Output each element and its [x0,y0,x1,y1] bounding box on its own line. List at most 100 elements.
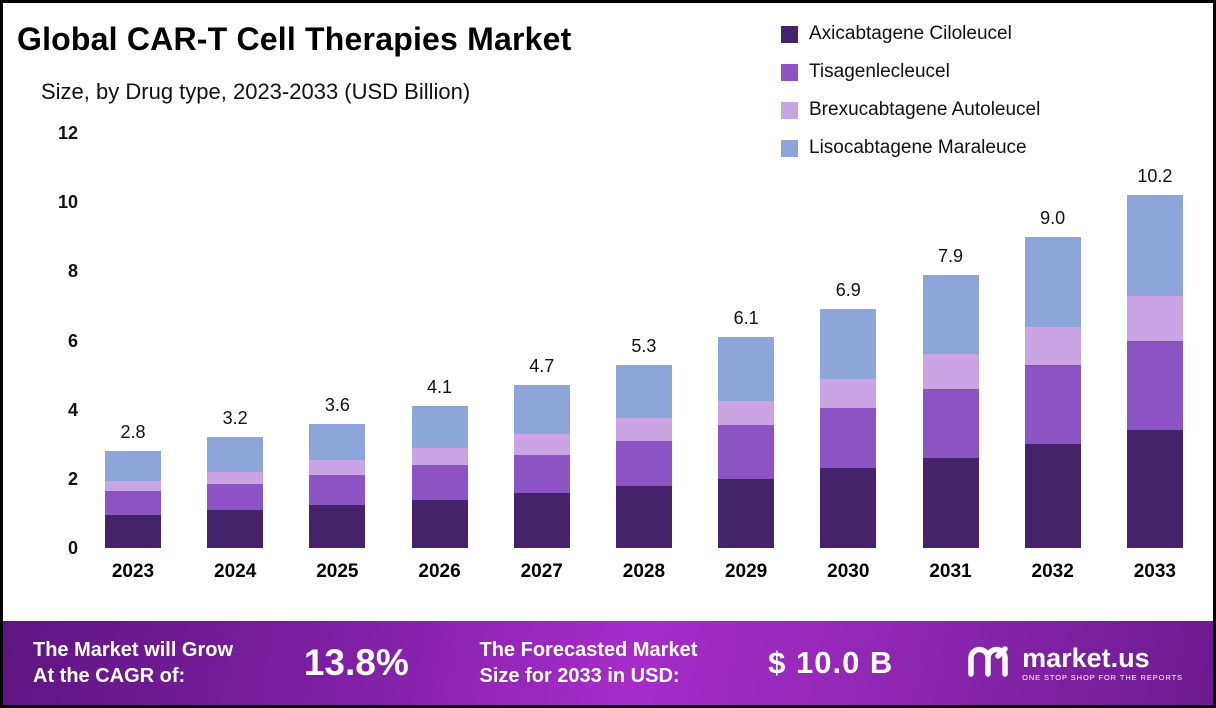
stacked-bar [1024,236,1081,548]
bar-segment [513,492,570,548]
bar-segment [411,499,468,548]
x-axis-label: 2028 [622,561,666,582]
bar-segment [207,437,264,472]
legend-swatch-icon [781,25,798,43]
bar-segment [615,364,672,419]
legend-item: Lisocabtagene Maraleuce [781,137,1040,159]
bar-total-label: 5.3 [631,335,657,356]
bar-segment [820,407,877,469]
bar-segment [615,418,672,441]
x-axis-label: 2031 [929,561,972,582]
bar-segment [922,458,979,548]
bar-segment [411,406,468,448]
bar-segment [207,509,264,548]
bar-total-label: 10.2 [1137,166,1173,187]
page-subtitle: Size, by Drug type, 2023-2033 (USD Billi… [41,79,471,104]
x-axis-label: 2032 [1031,561,1074,582]
bar-2031: 7.9 [916,133,986,548]
bar-segment [820,468,877,548]
brand-tagline: ONE STOP SHOP FOR THE REPORTS [1022,673,1183,683]
bar-2028: 5.3 [609,133,679,548]
y-axis: 0 2 4 6 8 10 12 [33,123,78,558]
x-axis-label: 2029 [724,561,768,582]
bar-segment [718,337,775,402]
x-axis-label: 2030 [827,561,870,582]
stacked-bar [820,309,877,548]
bar-segment [105,480,161,491]
y-axis-tick: 10 [57,192,78,213]
bar-segment [309,423,366,460]
forecast-label-line1: The Forecasted Market [479,639,698,661]
y-axis-tick: 0 [67,538,78,558]
bar-segment [309,459,366,476]
chart-plot-area: 2.8 3.2 3.6 4.1 4.7 5.3 6.1 6.9 7.9 9.0 10.2 [98,133,1190,548]
bar-2025: 3.6 [302,133,372,548]
bar-segment [1024,236,1081,327]
bar-segment [820,378,877,408]
bar-segment [820,309,877,379]
legend-item: Brexucabtagene Autoleucel [781,99,1040,121]
page-title: Global CAR-T Cell Therapies Market [17,21,572,57]
bar-segment [615,440,672,486]
bar-total-label: 6.1 [733,308,759,329]
bar-total-label: 2.8 [120,422,146,443]
bar-total-label: 7.9 [937,245,964,266]
y-axis-tick: 12 [57,123,78,143]
bar-2026: 4.1 [405,133,475,548]
x-axis-label: 2024 [214,561,257,582]
stacked-bar [1126,195,1183,548]
bar-2030: 6.9 [813,133,883,548]
legend-item: Tisagenlecleucel [781,61,1040,83]
bar-segment [411,465,468,500]
brand-name: market.us [1022,642,1150,673]
forecast-label: The Forecasted Market Size for 2033 in U… [480,637,698,689]
bar-2032: 9.0 [1018,133,1088,548]
bar-segment [207,484,264,510]
bar-total-label: 4.7 [529,356,555,377]
bar-segment [1024,326,1081,365]
y-axis-tick: 8 [67,261,78,282]
bar-segment [105,490,161,516]
bar-segment [1126,340,1183,431]
stacked-bar [309,423,366,548]
bar-total-label: 3.2 [222,408,248,429]
bar-segment [615,485,672,548]
footer-banner: The Market will Grow At the CAGR of: 13.… [3,621,1213,705]
bar-segment [105,515,161,548]
bar-segment [513,433,570,455]
legend-label: Brexucabtagene Autoleucel [809,99,1041,120]
cagr-label: The Market will Grow At the CAGR of: [33,637,233,689]
bar-segment [922,274,979,355]
bar-segment [1126,195,1183,296]
legend-swatch-icon [781,139,798,157]
bar-segment [922,354,979,389]
brand-block: market.us ONE STOP SHOP FOR THE REPORTS [964,641,1183,686]
y-axis-tick: 2 [67,468,78,489]
y-axis-tick: 4 [67,399,78,420]
legend-swatch-icon [781,101,798,119]
stacked-bar [922,274,979,548]
x-axis-label: 2027 [520,561,563,582]
cagr-label-line2: At the CAGR of: [33,665,186,687]
x-axis-label: 2033 [1133,561,1177,582]
legend-swatch-icon [781,63,798,81]
forecast-value: $ 10.0 B [768,645,894,680]
bar-total-label: 6.9 [835,280,861,301]
bar-segment [1024,364,1081,445]
bar-segment [309,504,366,548]
x-axis-label: 2023 [111,561,155,582]
bar-2029: 6.1 [711,133,781,548]
bar-total-label: 9.0 [1040,207,1066,228]
bar-2024: 3.2 [200,133,270,548]
bar-segment [1126,430,1183,548]
chart-legend: Axicabtagene Ciloleucel Tisagenlecleucel B… [781,23,1040,159]
x-axis: 2023 2024 2025 2026 2027 2028 2029 2030 2031 2032… [98,561,1190,583]
bar-2033: 10.2 [1120,133,1190,548]
bar-segment [207,471,264,485]
bar-segment [513,454,570,493]
bar-total-label: 4.1 [427,377,453,398]
stacked-bar [615,364,672,548]
bar-2027: 4.7 [507,133,577,548]
market-us-logo-icon [964,641,1012,686]
legend-label: Tisagenlecleucel [809,61,950,82]
